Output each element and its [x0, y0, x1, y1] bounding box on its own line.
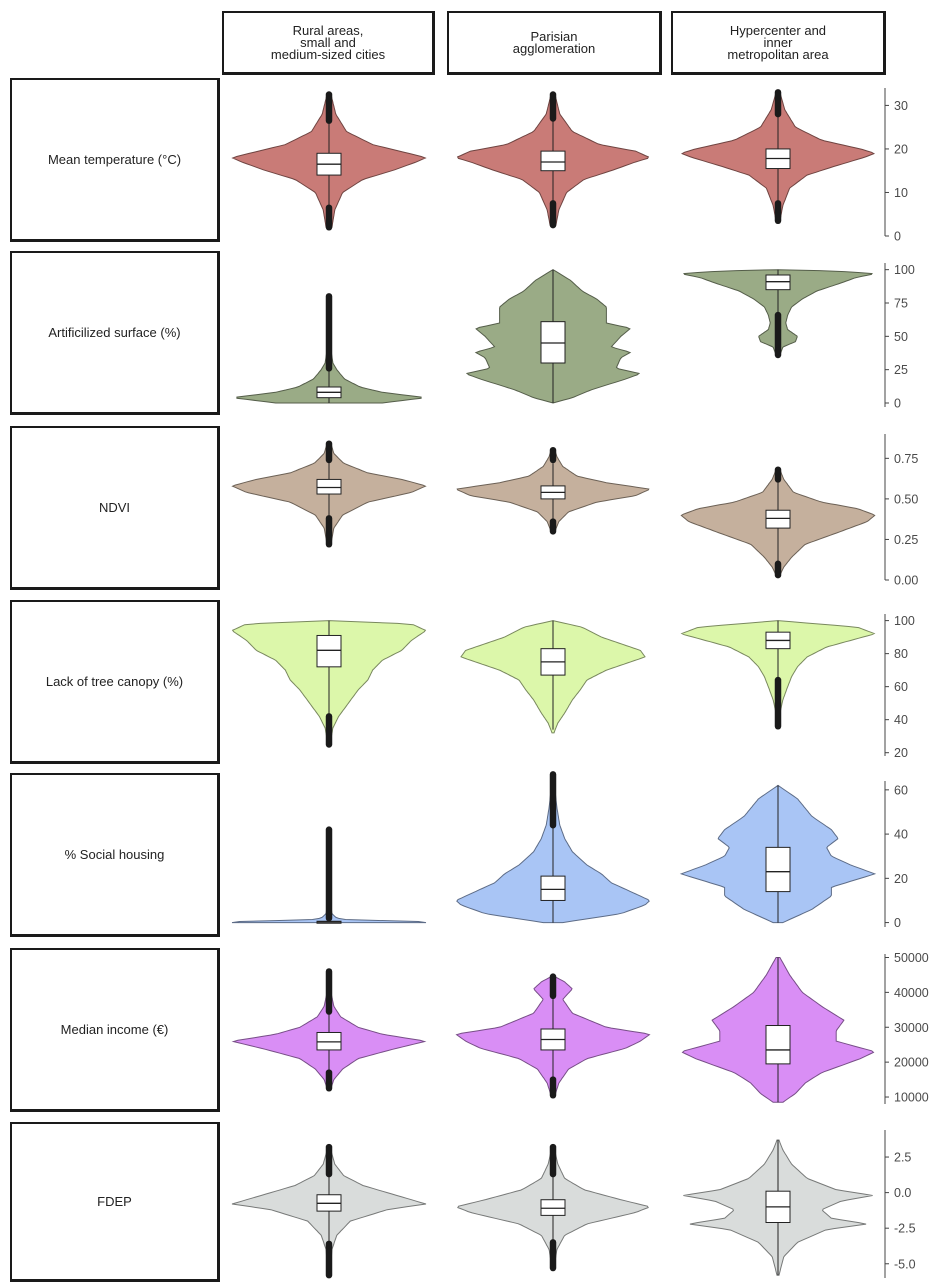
variable-label: Artificilized surface (%) — [10, 251, 220, 415]
y-axis: 0 25 50 75 100 — [884, 263, 915, 411]
y-tick-label: 75 — [894, 297, 908, 311]
chart-row: 0 25 50 75 100 — [236, 263, 915, 411]
chart-row: -5.0 -2.5 0.0 2.5 — [231, 1130, 916, 1279]
chart-row: 0 20 40 60 — [231, 771, 908, 930]
panel-header: Hypercenter and inner metropolitan area — [671, 11, 886, 75]
chart-row: 0 10 20 30 — [231, 88, 908, 244]
violin-group — [231, 1143, 427, 1279]
violin-group — [231, 620, 427, 748]
y-tick-label: 40000 — [894, 986, 929, 1000]
violin-group — [456, 771, 650, 924]
violin-group — [683, 1139, 873, 1276]
violin-group — [680, 89, 876, 225]
box-iqr — [765, 274, 791, 291]
y-tick-label: 25 — [894, 363, 908, 377]
violin-group — [679, 784, 877, 924]
y-tick-label: 0.50 — [894, 492, 918, 506]
y-tick-label: 0 — [894, 230, 901, 244]
y-axis: 10000 20000 30000 40000 50000 — [884, 951, 929, 1105]
y-tick-label: 10 — [894, 186, 908, 200]
chart-row: 0.00 0.25 0.50 0.75 — [231, 434, 918, 588]
violin-group — [231, 968, 427, 1092]
y-tick-label: 2.5 — [894, 1151, 911, 1165]
y-tick-label: -2.5 — [894, 1222, 916, 1236]
variable-label: Mean temperature (°C) — [10, 78, 220, 242]
chart-row: 10000 20000 30000 40000 50000 — [231, 951, 929, 1105]
box-iqr — [316, 478, 342, 495]
y-axis: -5.0 -2.5 0.0 2.5 — [884, 1130, 916, 1278]
box-iqr — [316, 1031, 342, 1051]
violin-group — [456, 91, 650, 229]
y-tick-label: 0 — [894, 397, 901, 411]
violin-group — [683, 269, 873, 359]
violin-group — [236, 293, 422, 404]
variable-label: % Social housing — [10, 773, 220, 937]
violin-group — [231, 91, 427, 231]
box-iqr — [540, 875, 566, 901]
y-tick-label: 0.25 — [894, 533, 918, 547]
y-tick-label: 20 — [894, 142, 908, 156]
y-axis: 0 20 40 60 — [884, 781, 908, 930]
y-tick-label: 80 — [894, 647, 908, 661]
y-axis: 20 40 60 80 100 — [884, 614, 915, 760]
y-tick-label: 50 — [894, 330, 908, 344]
box-iqr — [316, 634, 342, 668]
y-tick-label: 0 — [894, 916, 901, 930]
variable-label: Lack of tree canopy (%) — [10, 600, 220, 764]
y-tick-label: 20000 — [894, 1056, 929, 1070]
violin-group — [680, 466, 876, 579]
y-tick-label: -5.0 — [894, 1257, 916, 1271]
box-iqr — [765, 846, 791, 893]
box-iqr — [765, 509, 791, 529]
violin-group — [681, 957, 875, 1103]
y-tick-label: 20 — [894, 872, 908, 886]
y-tick-label: 100 — [894, 614, 915, 628]
y-tick-label: 100 — [894, 263, 915, 277]
violin-group — [231, 826, 427, 924]
violin-group — [680, 620, 876, 730]
box-iqr — [540, 150, 566, 172]
violin-group — [231, 440, 427, 548]
y-tick-label: 0.75 — [894, 452, 918, 466]
y-tick-label: 40 — [894, 828, 908, 842]
y-tick-label: 0.0 — [894, 1186, 911, 1200]
y-tick-label: 50000 — [894, 951, 929, 965]
y-tick-label: 60 — [894, 680, 908, 694]
variable-label: Median income (€) — [10, 948, 220, 1112]
box-iqr — [540, 321, 566, 364]
variable-label: NDVI — [10, 426, 220, 590]
y-axis: 0.00 0.25 0.50 0.75 — [884, 434, 918, 588]
y-tick-label: 60 — [894, 783, 908, 797]
violin-group — [455, 973, 651, 1099]
box-iqr — [765, 1025, 791, 1065]
y-tick-label: 0.00 — [894, 574, 918, 588]
panel-header: Rural areas, small and medium-sized citi… — [222, 11, 435, 75]
y-tick-label: 30000 — [894, 1021, 929, 1035]
violin-group — [460, 620, 646, 734]
variable-label: FDEP — [10, 1122, 220, 1282]
violin-group — [465, 269, 641, 404]
chart-row: 20 40 60 80 100 — [231, 614, 915, 760]
violin-group — [457, 1143, 649, 1272]
panel-header: Parisian agglomeration — [447, 11, 662, 75]
y-tick-label: 20 — [894, 746, 908, 760]
box-iqr — [540, 1199, 566, 1216]
y-tick-label: 40 — [894, 713, 908, 727]
violin-group — [456, 446, 650, 535]
y-axis: 0 10 20 30 — [884, 88, 908, 244]
y-tick-label: 10000 — [894, 1091, 929, 1105]
y-tick-label: 30 — [894, 99, 908, 113]
